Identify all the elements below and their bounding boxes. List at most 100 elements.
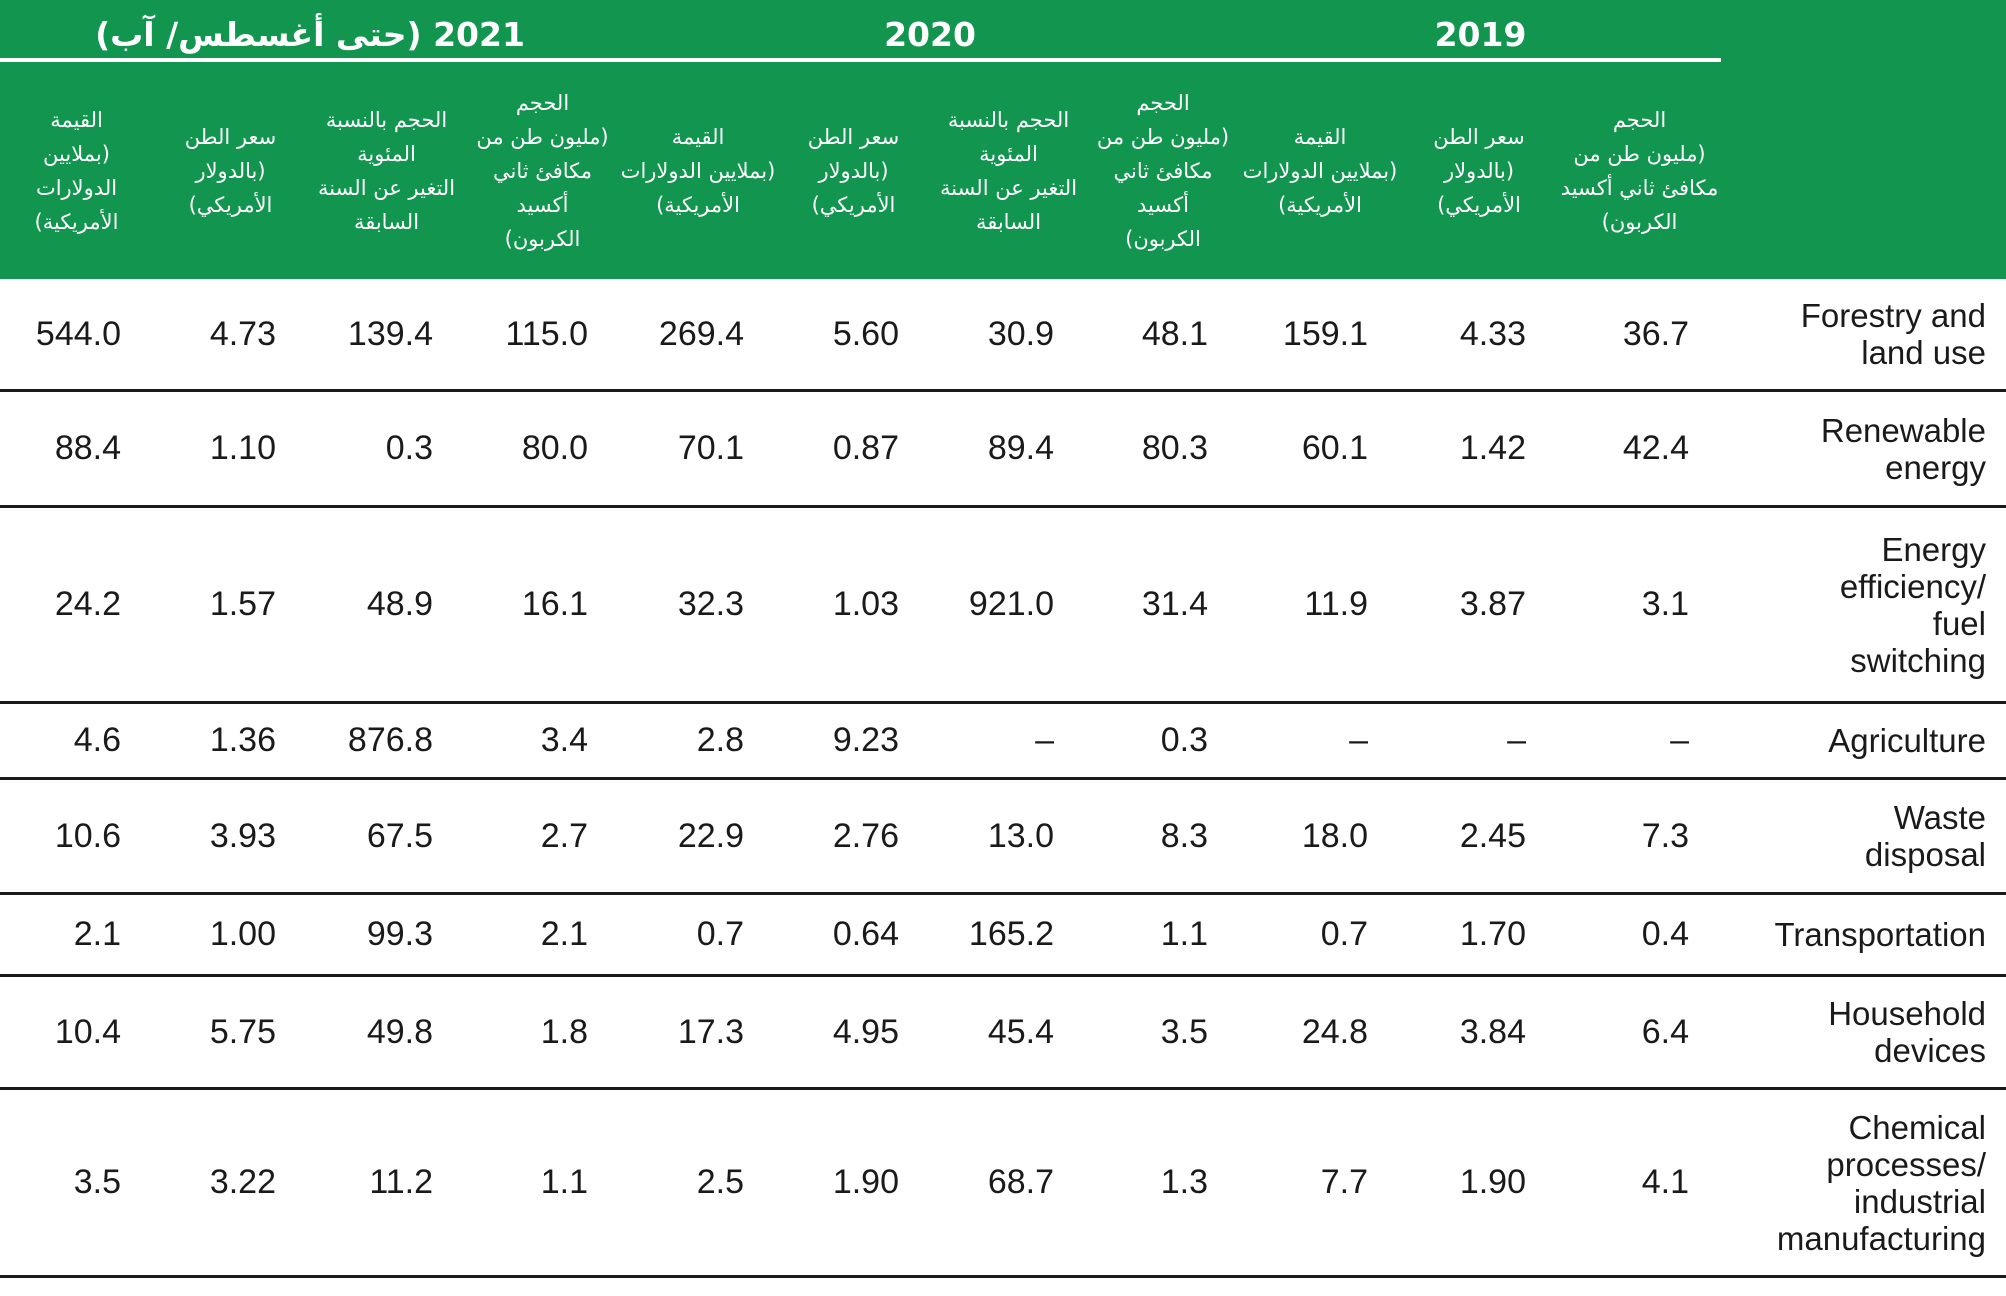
value-cell: 36.7 — [1558, 279, 1721, 392]
value-cell: 4.73 — [153, 279, 308, 392]
column-header-value-2019: القيمة (بملايين الدولارات الأمريكية) — [1242, 124, 1398, 217]
value-cell: 3.4 — [465, 704, 620, 780]
value-cell: 2.45 — [1400, 780, 1558, 895]
value-cell: 876.8 — [308, 704, 465, 780]
value-cell: 67.5 — [308, 780, 465, 895]
year-group-2021: 2021 (حتى أغسطس/ آب) — [95, 14, 525, 54]
value-cell: 1.1 — [1086, 895, 1240, 977]
value-cell: 16.1 — [465, 508, 620, 704]
value-cell: 9.23 — [776, 704, 931, 780]
value-cell: 18.0 — [1240, 780, 1400, 895]
value-cell: 4.1 — [1558, 1090, 1721, 1278]
row-label-transportation: Transportation — [1721, 895, 2006, 977]
value-cell: 24.8 — [1240, 977, 1400, 1090]
value-cell: 42.4 — [1558, 392, 1721, 508]
value-cell: 269.4 — [620, 279, 776, 392]
value-cell: 99.3 — [308, 895, 465, 977]
column-header-volume-2020: الحجم (مليون طن من مكافئ ثاني أكسيد الكر… — [1096, 90, 1230, 251]
column-header-value-2021: القيمة (بملايين الدولارات الأمريكية) — [34, 107, 119, 234]
value-cell: 7.7 — [1240, 1090, 1400, 1278]
value-cell: 0.7 — [1240, 895, 1400, 977]
value-cell: 22.9 — [620, 780, 776, 895]
column-header-price-2019: سعر الطن (بالدولار الأمريكي) — [1433, 124, 1525, 217]
value-cell: 8.3 — [1086, 780, 1240, 895]
value-cell: 0.4 — [1558, 895, 1721, 977]
value-cell: 30.9 — [931, 279, 1086, 392]
value-cell: 89.4 — [931, 392, 1086, 508]
value-cell: 3.1 — [1558, 508, 1721, 704]
value-cell: 32.3 — [620, 508, 776, 704]
value-cell: 0.7 — [620, 895, 776, 977]
row-label-waste-disposal: Waste disposal — [1721, 780, 2006, 895]
value-cell: 1.90 — [776, 1090, 931, 1278]
value-cell: 48.9 — [308, 508, 465, 704]
column-header-pct-change-2021: الحجم بالنسبة المئوية التغير عن السنة ال… — [317, 107, 456, 234]
value-cell: 4.95 — [776, 977, 931, 1090]
column-header-price-2021: سعر الطن (بالدولار الأمريكي) — [184, 124, 277, 217]
value-cell: 1.10 — [153, 392, 308, 508]
row-label-agriculture: Agriculture — [1721, 704, 2006, 780]
value-cell: – — [1240, 704, 1400, 780]
value-cell: 2.8 — [620, 704, 776, 780]
value-cell: 1.00 — [153, 895, 308, 977]
value-cell: 3.84 — [1400, 977, 1558, 1090]
value-cell: 2.7 — [465, 780, 620, 895]
value-cell: 1.3 — [1086, 1090, 1240, 1278]
row-label-chemical-processes-industrial-manufacturing: Chemical processes/ industrial manufactu… — [1721, 1090, 2006, 1278]
value-cell: 3.5 — [0, 1090, 153, 1278]
row-label-renewable-energy: Renewable energy — [1721, 392, 2006, 508]
column-header-volume-2021: الحجم (مليون طن من مكافئ ثاني أكسيد الكر… — [476, 90, 609, 251]
year-header-underline — [0, 58, 1721, 62]
value-cell: 1.1 — [465, 1090, 620, 1278]
value-cell: 80.0 — [465, 392, 620, 508]
value-cell: 3.5 — [1086, 977, 1240, 1090]
value-cell: 5.75 — [153, 977, 308, 1090]
value-cell: 1.03 — [776, 508, 931, 704]
value-cell: 2.1 — [0, 895, 153, 977]
value-cell: 2.5 — [620, 1090, 776, 1278]
value-cell: 139.4 — [308, 279, 465, 392]
value-cell: 165.2 — [931, 895, 1086, 977]
value-cell: 1.42 — [1400, 392, 1558, 508]
column-header-pct-change-2020: الحجم بالنسبة المئوية التغير عن السنة ال… — [939, 107, 1078, 234]
value-cell: 10.4 — [0, 977, 153, 1090]
value-cell: – — [1558, 704, 1721, 780]
value-cell: 88.4 — [0, 392, 153, 508]
column-header-volume-2019: الحجم (مليون طن من مكافئ ثاني أكسيد الكر… — [1560, 107, 1719, 234]
value-cell: 544.0 — [0, 279, 153, 392]
value-cell: 70.1 — [620, 392, 776, 508]
value-cell: – — [1400, 704, 1558, 780]
value-cell: 0.87 — [776, 392, 931, 508]
value-cell: 115.0 — [465, 279, 620, 392]
value-cell: 0.3 — [308, 392, 465, 508]
value-cell: 31.4 — [1086, 508, 1240, 704]
value-cell: 68.7 — [931, 1090, 1086, 1278]
value-cell: 159.1 — [1240, 279, 1400, 392]
value-cell: 1.57 — [153, 508, 308, 704]
value-cell: 0.3 — [1086, 704, 1240, 780]
value-cell: 2.76 — [776, 780, 931, 895]
value-cell: 4.6 — [0, 704, 153, 780]
value-cell: 1.36 — [153, 704, 308, 780]
table-header-band — [0, 0, 2006, 279]
row-label-forestry-and-land-use: Forestry and land use — [1721, 279, 2006, 392]
value-cell: 1.90 — [1400, 1090, 1558, 1278]
column-header-price-2020: سعر الطن (بالدولار الأمريكي) — [807, 124, 900, 217]
value-cell: 11.2 — [308, 1090, 465, 1278]
value-cell: 10.6 — [0, 780, 153, 895]
value-cell: 0.64 — [776, 895, 931, 977]
value-cell: 60.1 — [1240, 392, 1400, 508]
value-cell: 5.60 — [776, 279, 931, 392]
value-cell: 24.2 — [0, 508, 153, 704]
column-header-value-2020: القيمة (بملايين الدولارات الأمريكية) — [620, 124, 776, 217]
value-cell: 4.33 — [1400, 279, 1558, 392]
value-cell: 3.93 — [153, 780, 308, 895]
value-cell: – — [931, 704, 1086, 780]
value-cell: 1.70 — [1400, 895, 1558, 977]
value-cell: 13.0 — [931, 780, 1086, 895]
value-cell: 7.3 — [1558, 780, 1721, 895]
row-label-household-devices: Household devices — [1721, 977, 2006, 1090]
year-group-2020: 2020 — [884, 14, 976, 54]
